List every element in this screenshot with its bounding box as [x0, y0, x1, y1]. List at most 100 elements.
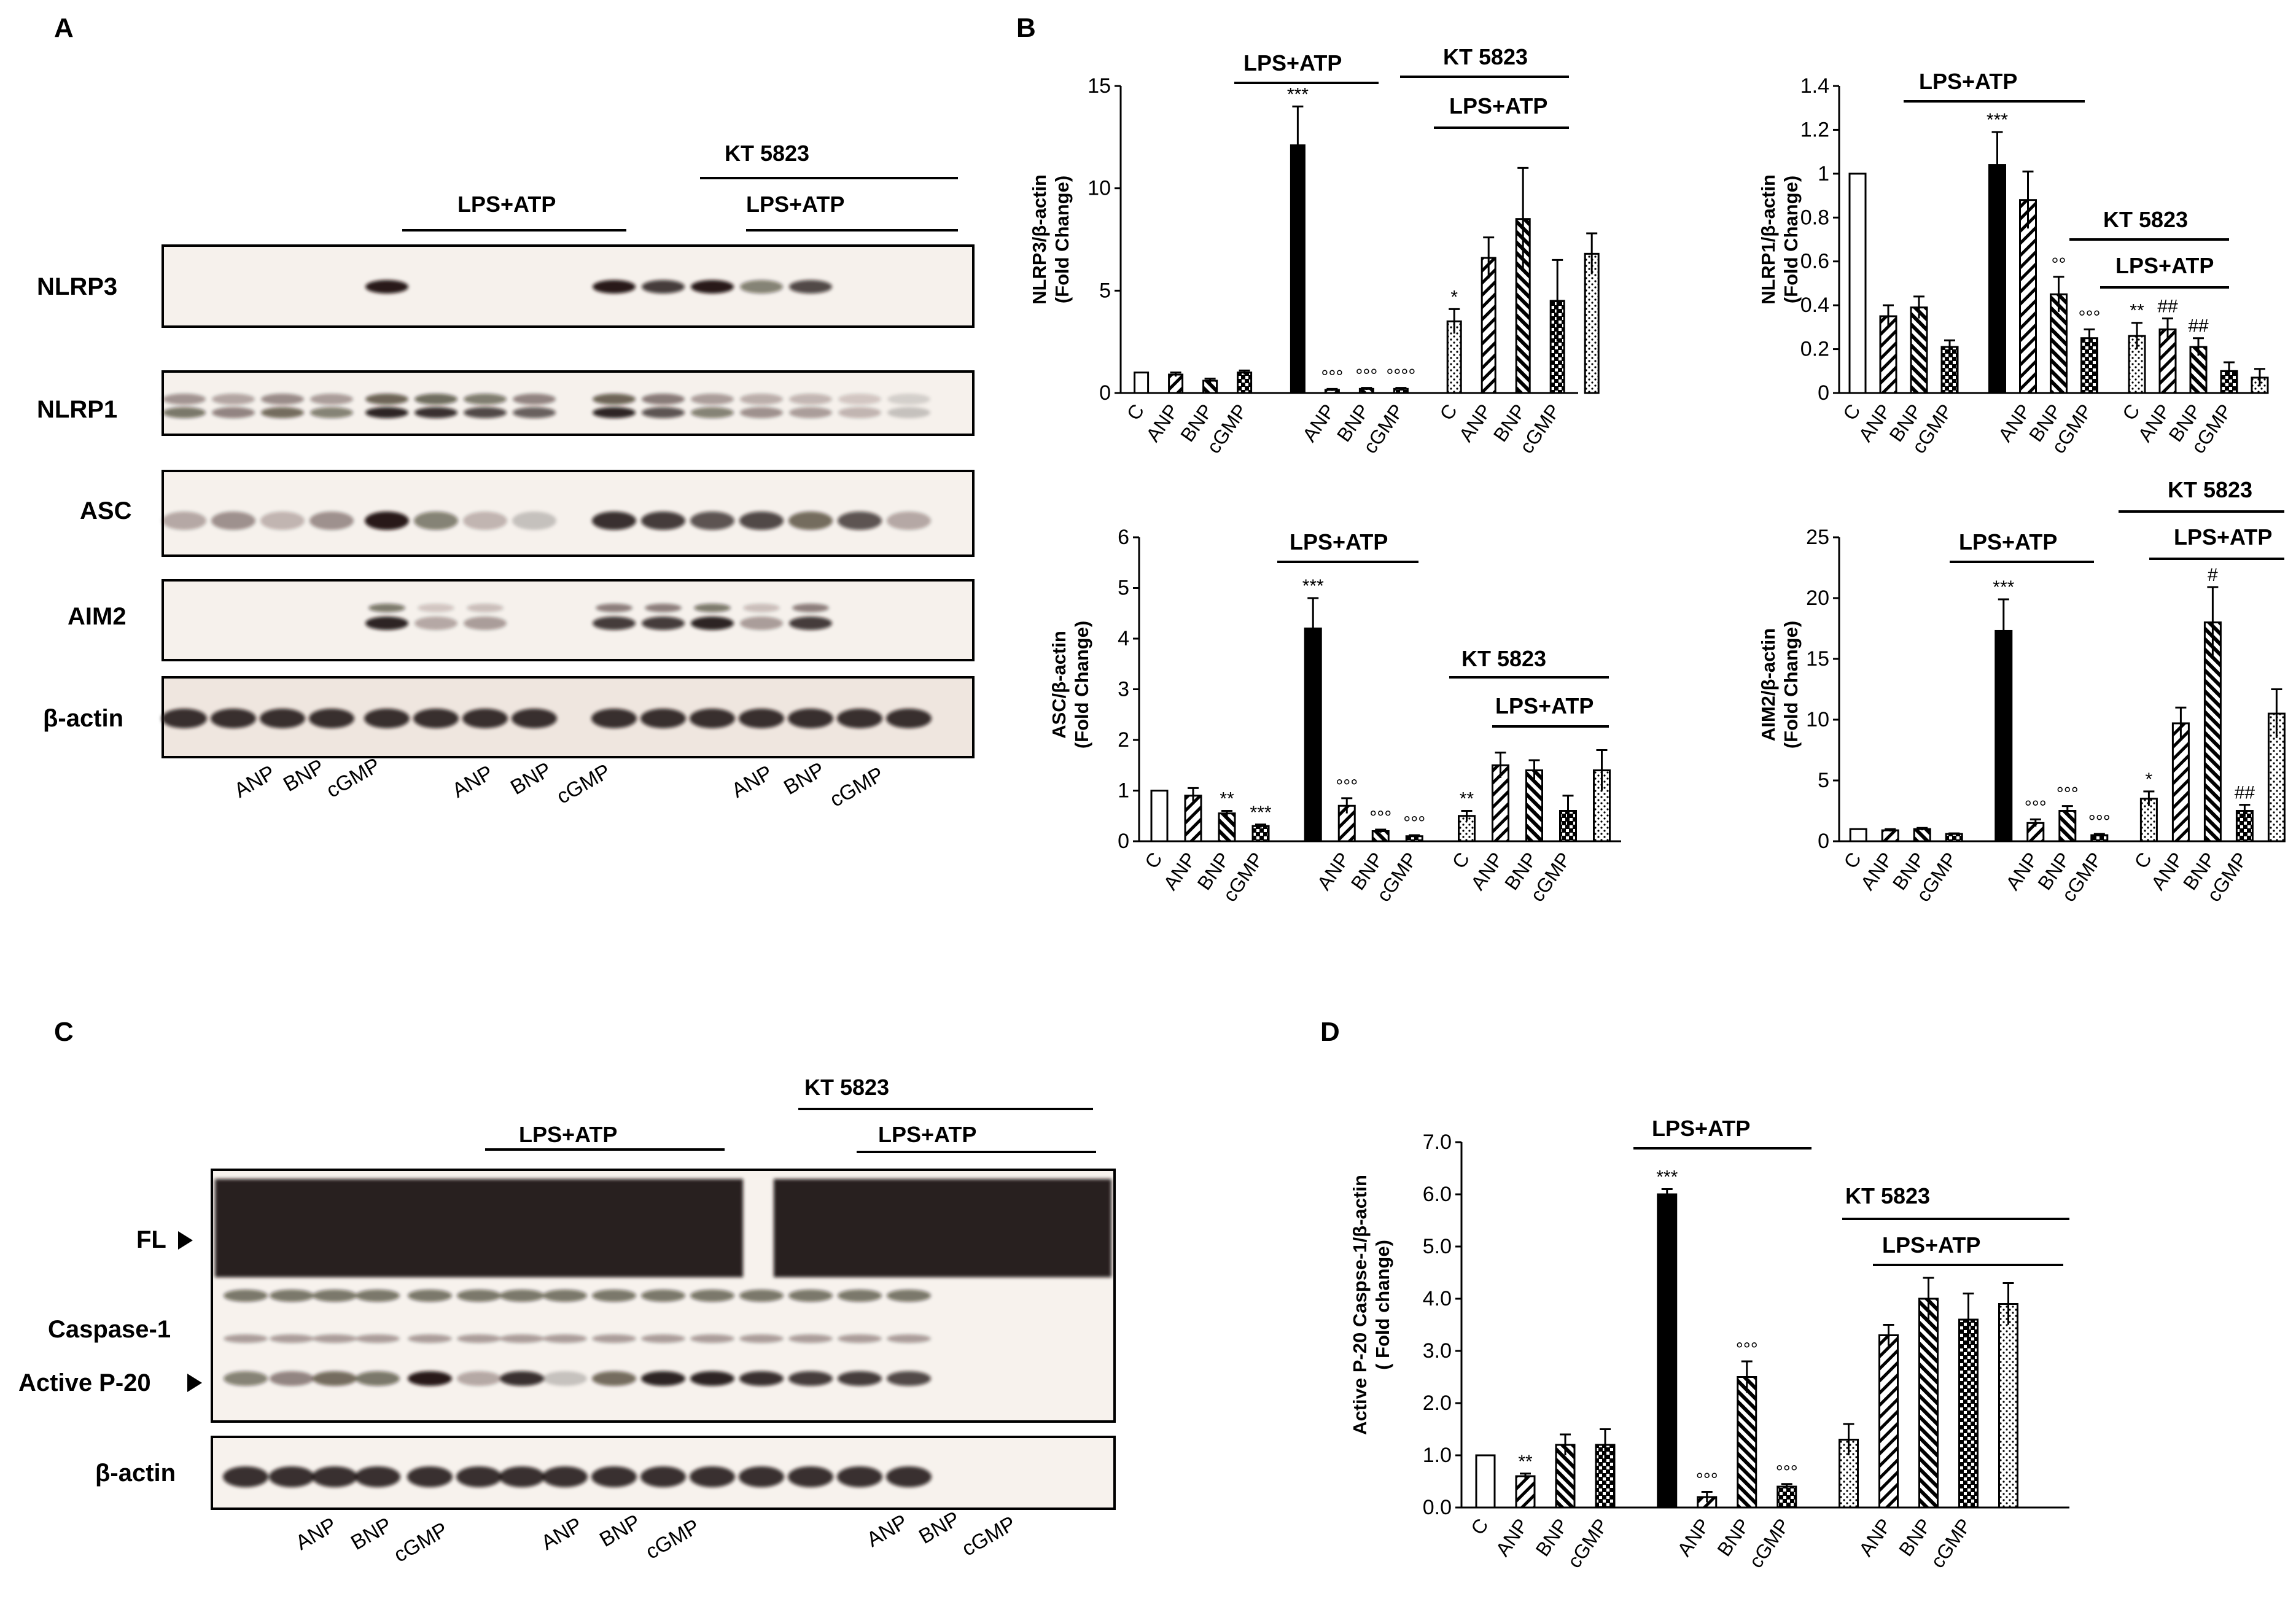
- blot-band: [837, 1466, 882, 1487]
- arrowhead-p20-icon: [187, 1374, 202, 1392]
- significance-mark: **: [2130, 301, 2144, 321]
- y-tick-label: 5: [1099, 279, 1111, 302]
- bar: [1881, 829, 1899, 842]
- bar: [1150, 790, 1169, 842]
- bar: [2080, 337, 2098, 394]
- blot-band: [739, 512, 784, 530]
- bar: [2171, 722, 2190, 842]
- bar: [1998, 1303, 2018, 1509]
- blot-band: [310, 407, 353, 418]
- x-tick-label: C: [2130, 848, 2156, 873]
- blot-band: [270, 1371, 314, 1386]
- blot-band: [543, 1371, 587, 1386]
- y-tick-label: 1.2: [1800, 118, 1829, 141]
- x-tick-label: cGMP: [1926, 1514, 1975, 1571]
- blot-band: [690, 709, 735, 728]
- y-tick-label: 2.0: [1423, 1391, 1452, 1415]
- blot-band: [739, 1466, 784, 1487]
- bar: [1134, 372, 1150, 394]
- bar: [1475, 1454, 1496, 1509]
- x-tick-label: C: [1435, 400, 1461, 424]
- significance-mark: ***: [1250, 803, 1271, 823]
- x-tick-label: C: [1839, 848, 1866, 873]
- bar: [1737, 1376, 1757, 1509]
- lane-label: ANP: [728, 761, 777, 803]
- blot-band: [260, 512, 305, 530]
- bar: [1910, 306, 1928, 394]
- blot-band: [596, 604, 632, 612]
- kt5823-label-a: KT 5823: [725, 141, 809, 166]
- blot-band: [789, 280, 832, 294]
- blot-band: [542, 1466, 588, 1487]
- blot-band: [260, 709, 305, 728]
- lane-label: cGMP: [826, 763, 888, 812]
- significance-mark: °°°: [1336, 776, 1358, 796]
- x-tick-label: cGMP: [1745, 1514, 1794, 1571]
- bar: [1848, 173, 1867, 394]
- blot-band: [592, 1334, 636, 1343]
- significance-mark: ##: [2157, 297, 2178, 317]
- blot-band: [740, 280, 783, 294]
- significance-mark: °°°: [2025, 797, 2047, 817]
- group-label-lps-atp: LPS+ATP: [1919, 69, 2017, 94]
- blot-band: [691, 394, 734, 405]
- blot-band: [463, 512, 507, 530]
- lane-label: BNP: [596, 1510, 645, 1552]
- lane-label: cGMP: [958, 1512, 1020, 1561]
- blot-band: [513, 394, 556, 405]
- panel-label-c: C: [54, 1017, 74, 1047]
- row-label-asc: ASC: [80, 497, 131, 524]
- blot-band: [591, 709, 637, 728]
- lane-label: BNP: [915, 1507, 964, 1549]
- x-tick-label: ANP: [1313, 848, 1354, 894]
- blot-band: [690, 1290, 734, 1302]
- blot-band: [365, 617, 408, 630]
- x-tick-label: ANP: [1994, 400, 2035, 446]
- blot-band: [224, 1334, 268, 1343]
- blot-band: [887, 407, 930, 418]
- blot-band: [691, 617, 734, 630]
- chart-aim2: AIM2/β-actin (Fold Change) LPS+ATP KT 58…: [1757, 477, 2286, 906]
- blot-band: [368, 604, 405, 612]
- bar: [1251, 825, 1270, 842]
- row-label-fl: FL: [136, 1226, 166, 1253]
- blot-band: [743, 604, 780, 612]
- x-tick-label: ANP: [1466, 848, 1508, 894]
- chart-ylabel: ASC/β-actin: [1048, 631, 1070, 739]
- significance-mark: ***: [1656, 1167, 1678, 1188]
- blot-band: [789, 407, 832, 418]
- significance-mark: °°: [2052, 255, 2066, 275]
- lane-label: cGMP: [390, 1518, 452, 1567]
- significance-mark: °°°: [2079, 307, 2101, 327]
- blot-band: [500, 1334, 544, 1343]
- blot-band: [499, 1466, 545, 1487]
- group-label-lps-atp: LPS+ATP: [1959, 529, 2057, 554]
- x-tick-label: ANP: [2001, 848, 2042, 894]
- y-tick-label: 15: [1088, 74, 1111, 98]
- blot-band: [312, 1466, 357, 1487]
- blot-band: [838, 1290, 882, 1302]
- blot-band: [543, 1290, 587, 1302]
- bar: [1958, 1318, 1979, 1509]
- lane-label: cGMP: [322, 753, 384, 803]
- blot-band: [356, 1290, 400, 1302]
- y-tick-label: 0: [1099, 381, 1111, 405]
- group-label-kt5823: KT 5823: [2103, 207, 2188, 232]
- significance-mark: °°°°: [1386, 366, 1415, 386]
- lane-label: BNP: [347, 1513, 396, 1555]
- blot-band: [739, 1290, 784, 1302]
- significance-mark: °°°: [1776, 1462, 1798, 1482]
- chart-ylabel: NLRP1/β-actin: [1757, 174, 1779, 305]
- blot-band: [690, 1334, 734, 1343]
- x-tick-label: ANP: [1455, 400, 1496, 446]
- blot-band: [414, 407, 457, 418]
- y-tick-label: 3: [1118, 678, 1129, 701]
- y-tick-label: 10: [1806, 708, 1829, 731]
- blot-band: [457, 1371, 501, 1386]
- significance-mark: °°°: [1736, 1339, 1758, 1360]
- blot-band: [641, 512, 685, 530]
- blot-band: [224, 1371, 268, 1386]
- x-tick-label: ANP: [1492, 1514, 1533, 1560]
- lane-label: BNP: [780, 758, 829, 800]
- blot-band: [691, 280, 734, 294]
